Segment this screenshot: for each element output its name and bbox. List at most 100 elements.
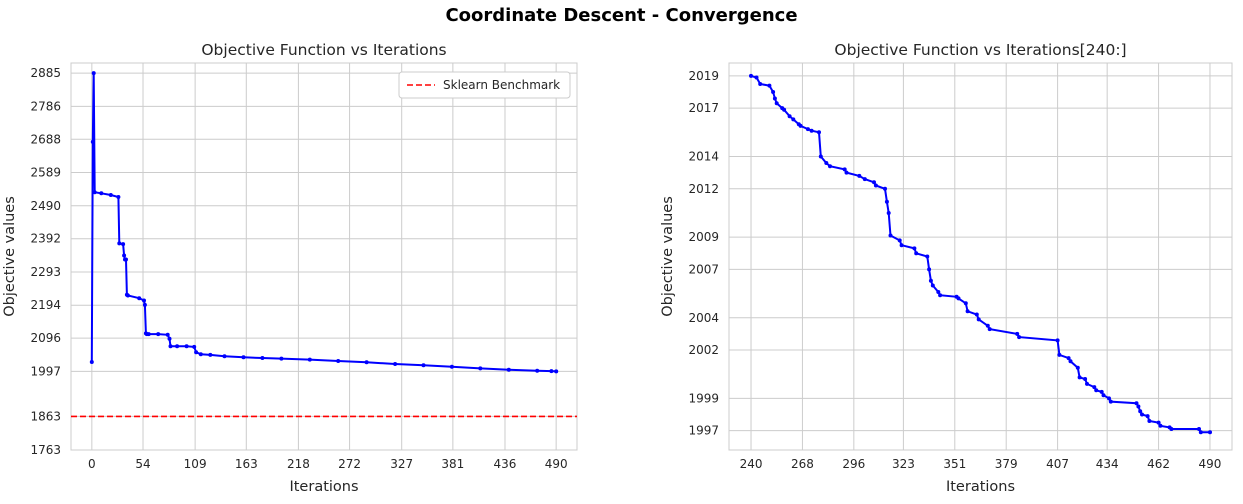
data-point — [928, 278, 933, 283]
plot-area-left — [70, 62, 578, 451]
data-point — [828, 164, 832, 169]
x-tick-label: 490 — [1199, 457, 1222, 471]
data-point — [930, 283, 935, 288]
data-point — [914, 251, 919, 256]
x-ticks-left: 0 54 109 163 218 272 327 381 436 490 — [88, 457, 568, 471]
data-point — [857, 173, 862, 178]
legend: Sklearn Benchmark — [398, 71, 571, 99]
data-point — [165, 332, 170, 337]
data-point — [549, 369, 554, 374]
x-tick-label: 323 — [892, 457, 915, 471]
data-point — [754, 75, 759, 80]
data-point — [99, 191, 104, 196]
x-tick-label: 381 — [441, 457, 464, 471]
data-point — [554, 369, 559, 374]
x-axis-label-left: Iterations — [289, 479, 358, 495]
data-point — [124, 257, 128, 262]
data-point — [137, 296, 142, 301]
x-tick-label: 296 — [842, 457, 865, 471]
data-point — [1068, 359, 1073, 364]
y-axis-label-right: Objective values — [660, 196, 676, 317]
x-tick-label: 109 — [184, 457, 207, 471]
data-point — [1057, 352, 1062, 357]
legend-box — [398, 71, 571, 99]
data-point — [116, 195, 121, 199]
x-tick-label: 379 — [995, 457, 1018, 471]
series-right — [749, 73, 1212, 435]
data-point — [198, 352, 203, 357]
data-point — [1140, 412, 1144, 417]
data-point — [146, 332, 151, 337]
data-point — [122, 253, 127, 258]
data-point — [1136, 404, 1141, 409]
data-point — [844, 170, 849, 175]
y-ticks-left: 1763 1863 1997 2096 2194 2293 2392 2490 2589 2688… — [30, 66, 61, 457]
data-point — [824, 161, 829, 165]
data-point — [817, 130, 821, 135]
series-left — [71, 71, 577, 418]
data-point — [938, 293, 943, 298]
data-point — [194, 350, 199, 355]
data-point — [782, 107, 787, 112]
data-point — [976, 317, 981, 322]
data-point — [1055, 338, 1060, 343]
y-tick-label: 2007 — [688, 262, 719, 276]
data-point — [279, 356, 284, 361]
y-ticks-right: 1997 1999 2002 2004 2007 2009 2012 2014 2017 2019 — [688, 69, 719, 438]
y-tick-label: 1997 — [688, 424, 719, 438]
data-point — [142, 302, 147, 307]
y-tick-label: 1997 — [30, 364, 61, 378]
data-point — [393, 362, 398, 366]
data-point — [1107, 396, 1111, 401]
data-point — [963, 301, 968, 306]
y-tick-label: 2885 — [30, 66, 61, 80]
data-point — [749, 73, 753, 78]
data-point — [809, 128, 814, 133]
y-tick-label: 2012 — [688, 182, 719, 196]
data-point — [987, 327, 992, 332]
data-point — [1198, 430, 1203, 435]
data-point — [842, 167, 847, 172]
data-point — [1017, 335, 1022, 340]
data-point — [1156, 420, 1161, 425]
chart-left: 0 54 109 163 218 272 327 381 436 490 1763 1863 1997… — [2, 41, 578, 495]
data-point — [791, 117, 796, 122]
x-tick-label: 218 — [287, 457, 310, 471]
data-point — [421, 363, 426, 368]
grid-right — [729, 63, 1232, 450]
x-axis-label-right: Iterations — [946, 479, 1015, 495]
data-point — [771, 90, 776, 94]
data-point — [449, 364, 454, 369]
data-point — [1092, 385, 1097, 390]
data-point — [899, 243, 904, 248]
legend-label-benchmark: Sklearn Benchmark — [443, 78, 560, 92]
data-point — [965, 309, 970, 314]
data-point — [92, 190, 97, 195]
data-point — [897, 238, 902, 243]
data-point — [307, 357, 312, 362]
data-point — [956, 296, 961, 301]
data-point — [90, 139, 95, 144]
data-point — [1066, 356, 1071, 361]
data-point — [805, 127, 810, 132]
chart-title-right: Objective Function vs Iterations[240:] — [834, 41, 1126, 59]
grid-left — [71, 63, 577, 451]
x-tick-label: 327 — [390, 457, 413, 471]
data-point — [862, 177, 867, 182]
x-tick-label: 240 — [740, 457, 763, 471]
data-point — [117, 241, 122, 246]
data-point — [818, 154, 823, 159]
data-point — [1158, 423, 1163, 428]
data-point — [985, 323, 990, 328]
data-point — [1085, 381, 1089, 386]
x-tick-label: 436 — [494, 457, 517, 471]
data-point — [798, 123, 803, 128]
x-ticks-right: 240 268 296 323 351 379 407 434 462 490 — [740, 457, 1222, 471]
chart-right: 240 268 296 323 351 379 407 434 462 490 1997 1999 2… — [660, 41, 1233, 495]
x-tick-label: 54 — [135, 457, 150, 471]
data-point — [1083, 377, 1088, 381]
data-point — [772, 96, 777, 101]
x-tick-label: 434 — [1096, 457, 1119, 471]
y-tick-label: 2490 — [30, 199, 61, 213]
